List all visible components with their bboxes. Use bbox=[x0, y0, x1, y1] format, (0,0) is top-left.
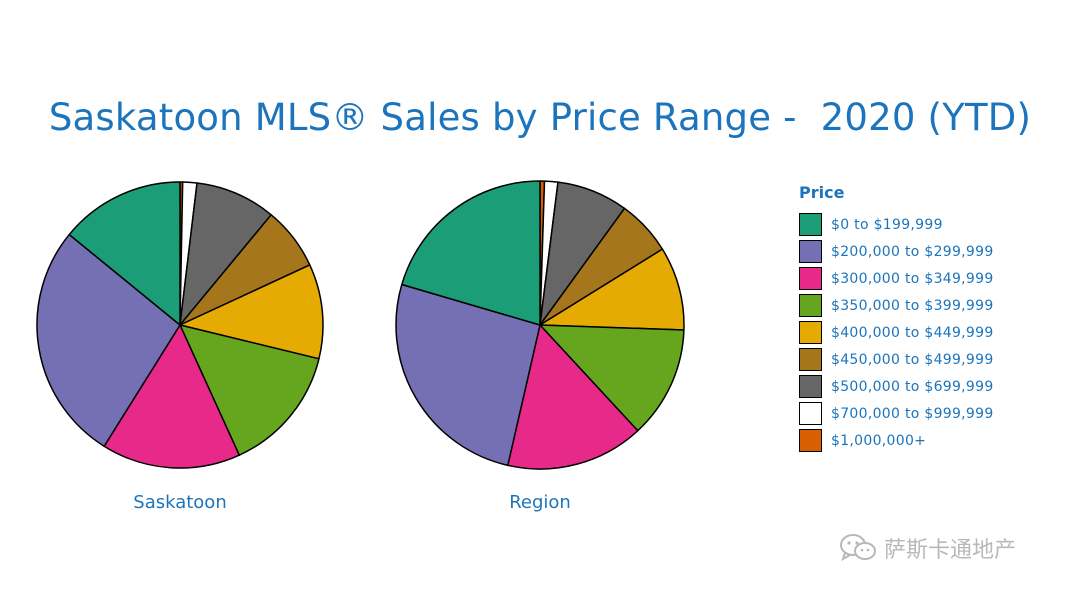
pie-slice[interactable] bbox=[36, 233, 181, 447]
legend-item[interactable]: $0 to $199,999 bbox=[799, 211, 994, 238]
pie-slice[interactable] bbox=[179, 264, 324, 360]
pie-label-saskatoon: Saskatoon bbox=[133, 492, 226, 513]
legend-title: Price bbox=[799, 183, 845, 202]
legend-swatch bbox=[799, 375, 822, 398]
legend-swatch bbox=[799, 240, 822, 263]
legend-label: $0 to $199,999 bbox=[831, 216, 943, 233]
chart-title: Saskatoon MLS® Sales by Price Range - 20… bbox=[48, 96, 1032, 139]
legend-label: $400,000 to $449,999 bbox=[831, 324, 994, 341]
legend-item[interactable]: $200,000 to $299,999 bbox=[799, 238, 994, 265]
legend-label: $500,000 to $699,999 bbox=[831, 378, 994, 395]
legend-swatch bbox=[799, 321, 822, 344]
watermark-text: 萨斯卡通地产 bbox=[884, 538, 1017, 563]
legend-label: $700,000 to $999,999 bbox=[831, 405, 994, 422]
legend-item[interactable]: $500,000 to $699,999 bbox=[799, 373, 994, 400]
legend-swatch bbox=[799, 402, 822, 425]
pie-slice[interactable] bbox=[179, 324, 320, 456]
legend-item[interactable]: $450,000 to $499,999 bbox=[799, 346, 994, 373]
pie-slice[interactable] bbox=[401, 180, 541, 326]
legend-swatch bbox=[799, 213, 822, 236]
pie-slice[interactable] bbox=[539, 248, 685, 331]
legend-swatch bbox=[799, 348, 822, 371]
legend-label: $350,000 to $399,999 bbox=[831, 297, 994, 314]
legend-item[interactable]: $400,000 to $449,999 bbox=[799, 319, 994, 346]
legend-item[interactable]: $700,000 to $999,999 bbox=[799, 400, 994, 427]
pie-slice[interactable] bbox=[395, 283, 541, 467]
wechat-icon bbox=[840, 534, 876, 562]
legend-swatch bbox=[799, 294, 822, 317]
legend-item[interactable]: $300,000 to $349,999 bbox=[799, 265, 994, 292]
pie-slice[interactable] bbox=[539, 324, 685, 432]
pie-slice[interactable] bbox=[103, 324, 241, 469]
legend-label: $200,000 to $299,999 bbox=[831, 243, 994, 260]
pie-slice[interactable] bbox=[179, 182, 272, 326]
legend-label: $300,000 to $349,999 bbox=[831, 270, 994, 287]
pie-slice[interactable] bbox=[507, 324, 639, 470]
pie-region bbox=[395, 180, 685, 470]
legend-items: $0 to $199,999 $200,000 to $299,999 $300… bbox=[799, 211, 994, 454]
pie-slice[interactable] bbox=[68, 181, 181, 326]
legend-swatch bbox=[799, 429, 822, 452]
pie-label-region: Region bbox=[509, 492, 571, 513]
legend-item[interactable]: $1,000,000+ bbox=[799, 427, 994, 454]
legend-label: $1,000,000+ bbox=[831, 432, 927, 449]
pie-saskatoon bbox=[36, 181, 324, 469]
watermark: 萨斯卡通地产 bbox=[838, 532, 1016, 564]
legend: Price $0 to $199,999 $200,000 to $299,99… bbox=[799, 183, 994, 454]
legend-label: $450,000 to $499,999 bbox=[831, 351, 994, 368]
legend-item[interactable]: $350,000 to $399,999 bbox=[799, 292, 994, 319]
legend-swatch bbox=[799, 267, 822, 290]
